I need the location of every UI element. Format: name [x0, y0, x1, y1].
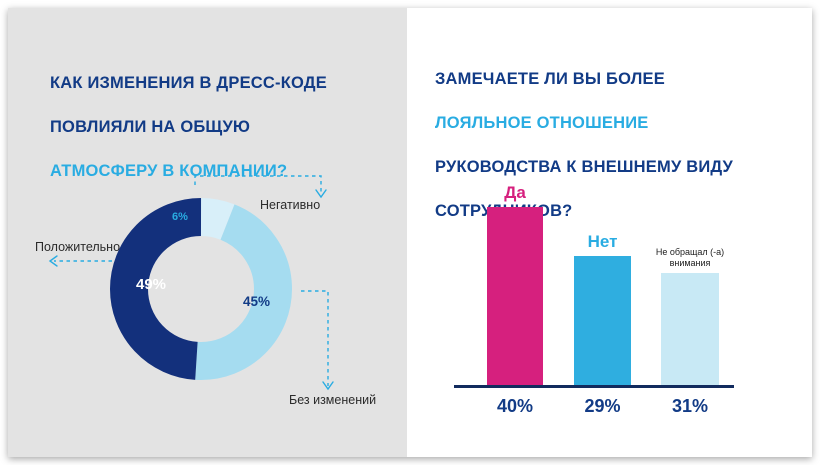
right-title-line-3: РУКОВОДСТВА К ВНЕШНЕМУ ВИДУ [435, 158, 733, 176]
donut-label-negative: Негативно [260, 198, 321, 212]
donut-label-nochange: Без изменений [289, 393, 377, 407]
bar-value-da: 40% [496, 396, 534, 416]
bar-column-da: Да [487, 183, 543, 385]
connector-nochange [301, 290, 329, 386]
bar-label-no-attention: Не обращал (-а) внимания [656, 247, 724, 269]
bar-column-net: Нет [574, 232, 631, 385]
donut-slice-positive [110, 198, 292, 380]
right-panel-bars: ЗАМЕЧАЕТЕ ЛИ ВЫ БОЛЕЕ ЛОЯЛЬНОЕ ОТНОШЕНИЕ… [407, 8, 812, 457]
donut-slice-nochange [110, 198, 292, 380]
bar-chart-baseline [454, 385, 734, 388]
bar-label-da: Да [504, 183, 526, 202]
bar-label-no-attention-line-1: Не обращал (-а) [655, 247, 725, 257]
left-title-line-2: ПОВЛИЯЛИ НА ОБЩУЮ [50, 118, 251, 136]
donut-chart: 49% 45% 6% [106, 194, 296, 384]
donut-label-positive: Положительно [35, 240, 121, 254]
donut-chart-svg [110, 198, 292, 380]
right-title-line-2-accent: ЛОЯЛЬНОЕ ОТНОШЕНИЕ [435, 114, 649, 132]
bar-value-no-attention: 31% [671, 396, 709, 416]
arrow-positive [48, 255, 58, 267]
bar-chart: Да Нет Не обращал (-а) внимания 40% 29% … [447, 183, 777, 423]
bar-value-net: 29% [584, 396, 621, 416]
bar-rect-da [487, 207, 543, 385]
bar-rect-net [574, 256, 631, 385]
bar-rect-no-attention [661, 273, 719, 385]
left-title-line-3-accent: АТМОСФЕРУ В КОМПАНИИ? [50, 162, 288, 180]
right-title-line-1: ЗАМЕЧАЕТЕ ЛИ ВЫ БОЛЕЕ [435, 70, 665, 88]
bar-column-no-attention: Не обращал (-а) внимания [656, 247, 724, 385]
left-panel-donut: КАК ИЗМЕНЕНИЯ В ДРЕСС-КОДЕ ПОВЛИЯЛИ НА О… [8, 8, 407, 457]
bar-label-no-attention-line-2: внимания [669, 258, 711, 268]
arrow-nochange [322, 381, 334, 391]
left-panel-title: КАК ИЗМЕНЕНИЯ В ДРЕСС-КОДЕ ПОВЛИЯЛИ НА О… [50, 50, 380, 204]
left-title-line-1: КАК ИЗМЕНЕНИЯ В ДРЕСС-КОДЕ [50, 74, 327, 92]
bar-label-net: Нет [587, 232, 618, 251]
